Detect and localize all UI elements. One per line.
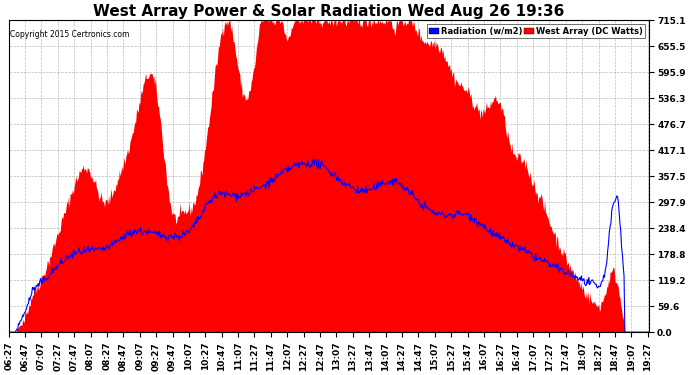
- Legend: Radiation (w/m2), West Array (DC Watts): Radiation (w/m2), West Array (DC Watts): [427, 24, 645, 39]
- Title: West Array Power & Solar Radiation Wed Aug 26 19:36: West Array Power & Solar Radiation Wed A…: [93, 4, 564, 19]
- Text: Copyright 2015 Certronics.com: Copyright 2015 Certronics.com: [10, 30, 129, 39]
